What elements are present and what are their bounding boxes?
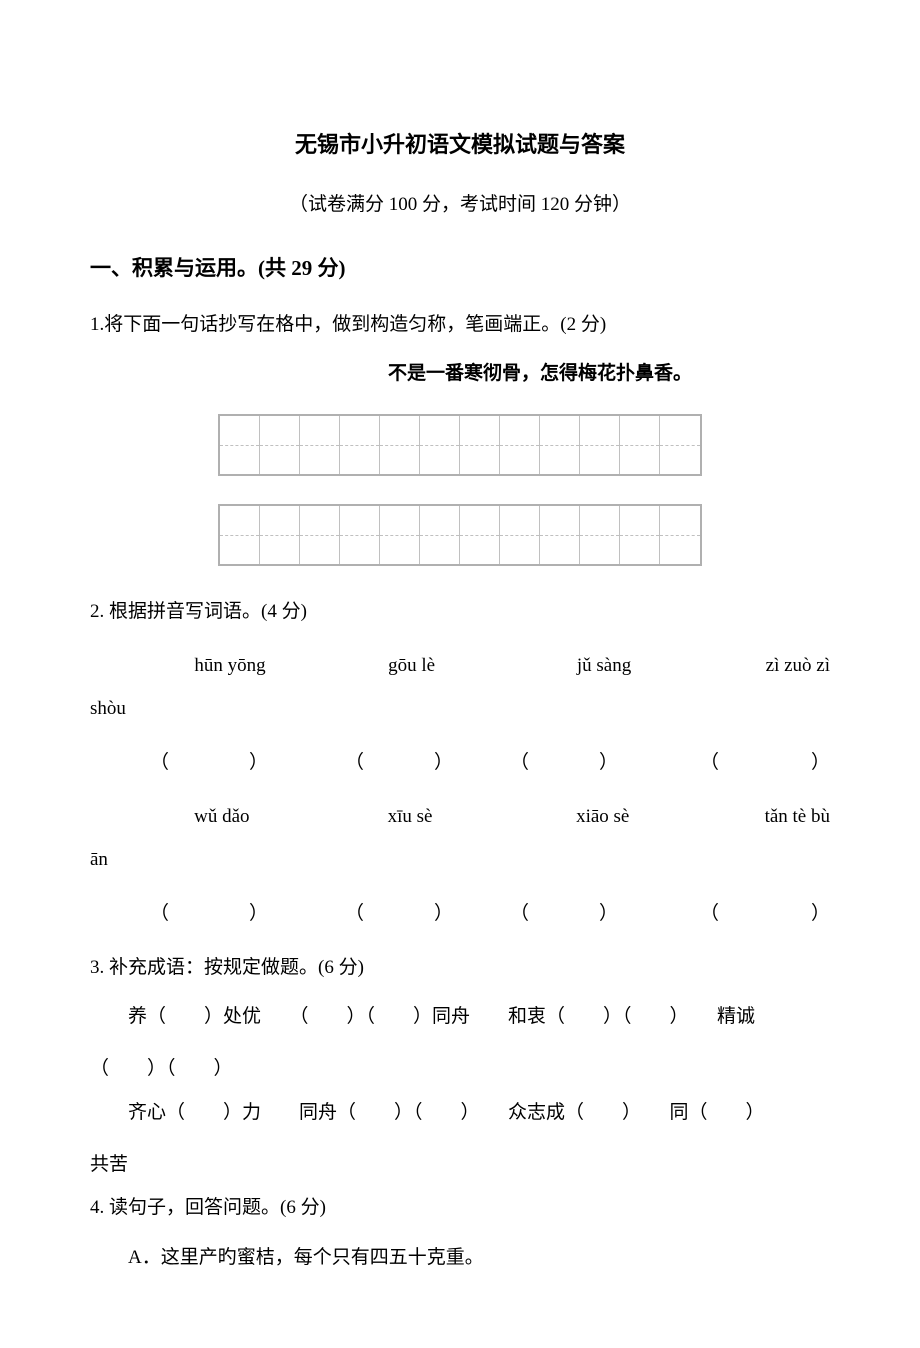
char-grid-row-2 — [218, 504, 702, 566]
q1-grid-container — [90, 414, 830, 566]
pinyin-8: tǎn tè bù — [765, 795, 830, 839]
q2-paren-row-2: （ ） （ ） （ ） （ ） — [90, 892, 830, 936]
paren-open: （ — [150, 741, 169, 785]
q3-text: 3. 补充成语：按规定做题。(6 分) — [90, 946, 830, 990]
paren-close: ） — [249, 892, 268, 936]
char-cell — [460, 506, 500, 564]
paren-close: ） — [434, 892, 453, 936]
char-cell — [220, 506, 260, 564]
section-1-header: 一、积累与运用。(共 29 分) — [90, 244, 830, 292]
paren-close: ） — [249, 741, 268, 785]
char-cell — [380, 416, 420, 474]
char-grid-row-1 — [218, 414, 702, 476]
pinyin-6: xīu sè — [388, 795, 576, 839]
char-cell — [380, 506, 420, 564]
pinyin-5: wǔ dǎo — [194, 795, 387, 839]
paren-close: ） — [811, 892, 830, 936]
char-cell — [580, 506, 620, 564]
paren-close: ） — [599, 892, 618, 936]
pinyin-4: zì zuò zì — [766, 644, 830, 688]
char-cell — [620, 506, 660, 564]
paren-open: （ — [345, 741, 364, 785]
char-cell — [340, 416, 380, 474]
char-cell — [260, 416, 300, 474]
paren-open: （ — [510, 741, 529, 785]
paren-close: ） — [599, 741, 618, 785]
char-cell — [300, 506, 340, 564]
paren-open: （ — [510, 892, 529, 936]
q1-quote: 不是一番寒彻骨，怎得梅花扑鼻香。 — [250, 352, 830, 396]
char-cell — [660, 416, 700, 474]
pinyin-4-wrap: shòu — [90, 687, 830, 731]
pinyin-2: gōu lè — [388, 644, 577, 688]
char-cell — [460, 416, 500, 474]
char-cell — [300, 416, 340, 474]
char-cell — [660, 506, 700, 564]
char-cell — [420, 416, 460, 474]
q3-line2: 齐心（ ）力 同舟（ ）（ ） 众志成（ ） 同（ ） — [90, 1091, 830, 1135]
char-cell — [340, 506, 380, 564]
q2-text: 2. 根据拼音写词语。(4 分) — [90, 590, 830, 634]
char-cell — [500, 506, 540, 564]
char-cell — [540, 416, 580, 474]
char-cell — [540, 506, 580, 564]
paren-open: （ — [700, 892, 719, 936]
q3-line1b: （ ）（ ） — [90, 1047, 830, 1091]
paren-close: ） — [811, 741, 830, 785]
char-cell — [420, 506, 460, 564]
q2-pinyin-row-1: hūn yōng gōu lè jǔ sàng zì zuò zì — [90, 644, 830, 688]
char-cell — [580, 416, 620, 474]
q3-line2b: 共苦 — [90, 1143, 830, 1187]
paren-open: （ — [150, 892, 169, 936]
q4-text: 4. 读句子，回答问题。(6 分) — [90, 1186, 830, 1230]
q3-line1: 养（ ）处优 （ ）（ ）同舟 和衷（ ）（ ） 精诚 — [90, 995, 830, 1039]
q2-pinyin-row-2: wǔ dǎo xīu sè xiāo sè tǎn tè bù — [90, 795, 830, 839]
paren-open: （ — [700, 741, 719, 785]
exam-subtitle: （试卷满分 100 分，考试时间 120 分钟） — [90, 183, 830, 227]
pinyin-1: hūn yōng — [194, 644, 388, 688]
char-cell — [620, 416, 660, 474]
q4-a: A．这里产旳蜜桔，每个只有四五十克重。 — [90, 1236, 830, 1280]
pinyin-8-wrap: ān — [90, 838, 830, 882]
paren-open: （ — [345, 892, 364, 936]
char-cell — [220, 416, 260, 474]
q1-text: 1.将下面一句话抄写在格中，做到构造匀称，笔画端正。(2 分) — [90, 303, 830, 347]
exam-title: 无锡市小升初语文模拟试题与答案 — [90, 120, 830, 171]
char-cell — [260, 506, 300, 564]
q2-paren-row-1: （ ） （ ） （ ） （ ） — [90, 741, 830, 785]
paren-close: ） — [434, 741, 453, 785]
pinyin-7: xiāo sè — [576, 795, 764, 839]
pinyin-3: jǔ sàng — [577, 644, 766, 688]
char-cell — [500, 416, 540, 474]
